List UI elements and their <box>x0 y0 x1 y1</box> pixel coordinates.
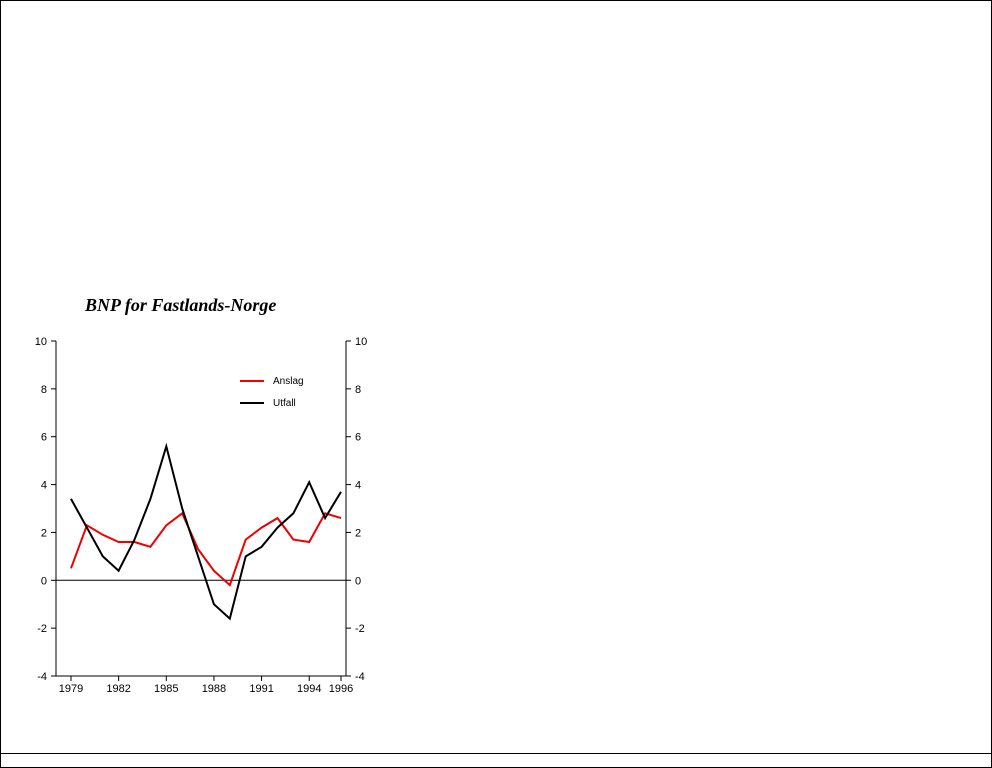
legend-label: Utfall <box>273 397 296 409</box>
legend-line-swatch <box>240 380 264 382</box>
legend-label: Anslag <box>273 375 304 387</box>
y-tick-label-right: 10 <box>355 336 367 348</box>
y-tick-label-right: -4 <box>355 671 365 683</box>
x-tick-label: 1991 <box>249 683 273 695</box>
bottom-rule <box>1 753 991 754</box>
y-tick-label-right: 4 <box>355 480 361 492</box>
series-anslag-line <box>70 511 342 587</box>
y-tick-label-left: 4 <box>41 480 47 492</box>
line-chart: -4 -4 -2 -2 0 0 2 2 4 4 6 6 8 8 10 10 1979 1982 1985 1988 19… <box>35 336 368 695</box>
y-tick-label-left: 10 <box>35 336 47 348</box>
legend-line-swatch <box>240 402 264 404</box>
chart-title: BNP for Fastlands-Norge <box>85 295 277 315</box>
x-tick-label: 1988 <box>202 683 226 695</box>
y-tick-label-right: 6 <box>355 432 361 444</box>
y-tick-label-left: 8 <box>41 384 47 396</box>
series-utfall-line <box>70 442 342 621</box>
x-tick-label: 1979 <box>59 683 83 695</box>
y-tick-label-right: 2 <box>355 527 361 539</box>
x-tick-label: 1994 <box>297 683 321 695</box>
y-tick-label-left: 0 <box>41 575 47 587</box>
y-tick-label-left: 6 <box>41 432 47 444</box>
legend-item-utfall: Utfall <box>240 392 304 414</box>
x-tick-label: 1996 <box>329 683 353 695</box>
y-tick-label-left: -4 <box>37 671 47 683</box>
y-tick-label-right: -2 <box>355 623 365 635</box>
x-tick-label: 1982 <box>106 683 130 695</box>
legend-item-anslag: Anslag <box>240 370 304 392</box>
y-tick-label-right: 0 <box>355 575 361 587</box>
y-tick-label-left: -2 <box>37 623 47 635</box>
x-tick-label: 1985 <box>154 683 178 695</box>
y-tick-label-left: 2 <box>41 527 47 539</box>
y-tick-label-right: 8 <box>355 384 361 396</box>
chart-legend: Anslag Utfall <box>240 370 304 414</box>
